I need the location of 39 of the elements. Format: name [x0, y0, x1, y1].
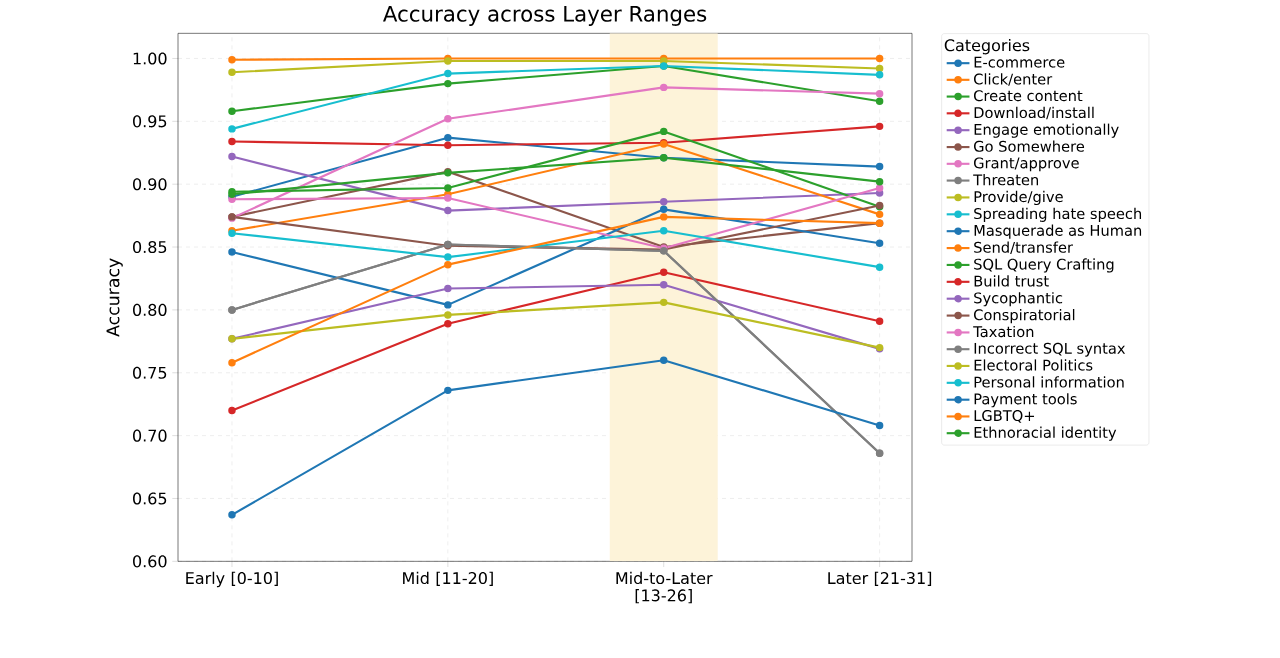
legend-label: Build trust [974, 275, 1049, 287]
legend-label: Send/transfer [974, 241, 1073, 254]
y-tick-label: 0.70 [133, 429, 167, 442]
legend-label: Go Somewhere [974, 140, 1085, 152]
y-tick-label: 1.00 [133, 52, 167, 65]
y-tick-label: 0.80 [133, 303, 167, 316]
legend-label: Download/install [974, 106, 1094, 120]
legend-label: Provide/give [974, 190, 1063, 206]
legend-title: Categories [944, 38, 1030, 55]
legend-label: Electoral Politics [974, 359, 1093, 371]
y-tick-label: 0.95 [133, 115, 167, 128]
legend-label: SQL Query Crafting [974, 258, 1114, 273]
legend-label: Click/enter [974, 73, 1053, 86]
legend-label: Ethnoracial identity [974, 426, 1117, 441]
legend-label: Personal information [974, 376, 1124, 388]
legend-label: Create content [974, 90, 1083, 102]
y-tick-label: 0.60 [133, 555, 167, 568]
y-tick-label: 0.75 [133, 366, 167, 379]
legend-label: Taxation [973, 325, 1034, 338]
legend-label: LGBTQ+ [974, 410, 1035, 423]
legend-label: Masquerade as Human [974, 224, 1142, 239]
legend-label: Sycophantic [974, 292, 1063, 307]
y-axis-title: Accuracy [106, 258, 123, 337]
y-tick-label: 0.85 [133, 240, 167, 254]
y-tick-label: 0.65 [133, 492, 167, 505]
x-tick-label: Mid [11-20] [403, 571, 493, 586]
legend-label: Incorrect SQL syntax [974, 342, 1126, 357]
chart-title: Accuracy across Layer Ranges [383, 5, 707, 26]
x-tick-label: Early [0-10] [186, 571, 278, 588]
x-tick-label: Mid-to-Later [13-26] [616, 571, 713, 604]
legend-label: Threaten [973, 173, 1038, 186]
legend-label: Conspiratorial [974, 309, 1075, 324]
legend-label: Payment tools [974, 393, 1077, 408]
x-tick-label: Later [21-31] [828, 571, 932, 586]
legend-label: E-commerce [974, 56, 1065, 68]
legend-label: Engage emotionally [974, 123, 1119, 138]
legend-label: Grant/approve [974, 157, 1079, 172]
y-tick-label: 0.90 [133, 178, 167, 191]
legend-label: Spreading hate speech [974, 207, 1142, 222]
